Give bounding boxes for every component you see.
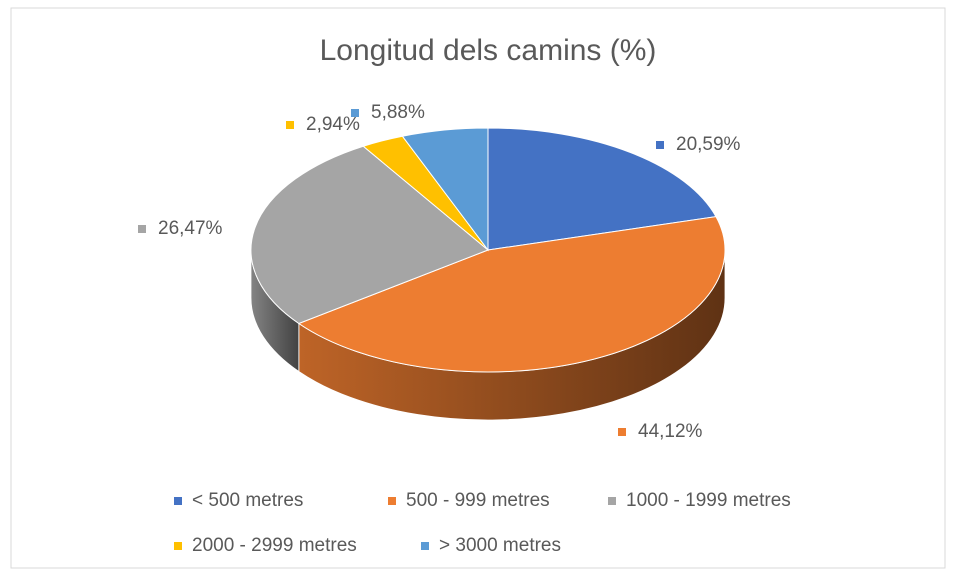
label-marker	[351, 109, 359, 117]
label-marker	[656, 141, 664, 149]
legend-label: 2000 - 2999 metres	[192, 535, 357, 556]
legend-label: 1000 - 1999 metres	[626, 490, 791, 511]
data-label: 2,94%	[306, 114, 360, 135]
legend-label: > 3000 metres	[439, 535, 561, 556]
data-label: 26,47%	[158, 218, 223, 239]
legend-label: 500 - 999 metres	[406, 490, 550, 511]
data-label: 20,59%	[676, 134, 741, 155]
legend-marker	[174, 542, 182, 550]
legend-marker	[388, 497, 396, 505]
legend-marker	[608, 497, 616, 505]
legend-label: < 500 metres	[192, 490, 303, 511]
legend-marker	[421, 542, 429, 550]
slice	[487, 127, 717, 251]
label-marker	[618, 428, 626, 436]
slice	[297, 216, 726, 373]
slice	[250, 145, 489, 325]
chart-title: Longitud dels camins (%)	[320, 34, 657, 67]
slice	[401, 127, 489, 252]
label-marker	[286, 121, 294, 129]
data-label: 44,12%	[638, 421, 703, 442]
label-marker	[138, 225, 146, 233]
legend-marker	[174, 497, 182, 505]
data-label: 5,88%	[371, 102, 425, 123]
